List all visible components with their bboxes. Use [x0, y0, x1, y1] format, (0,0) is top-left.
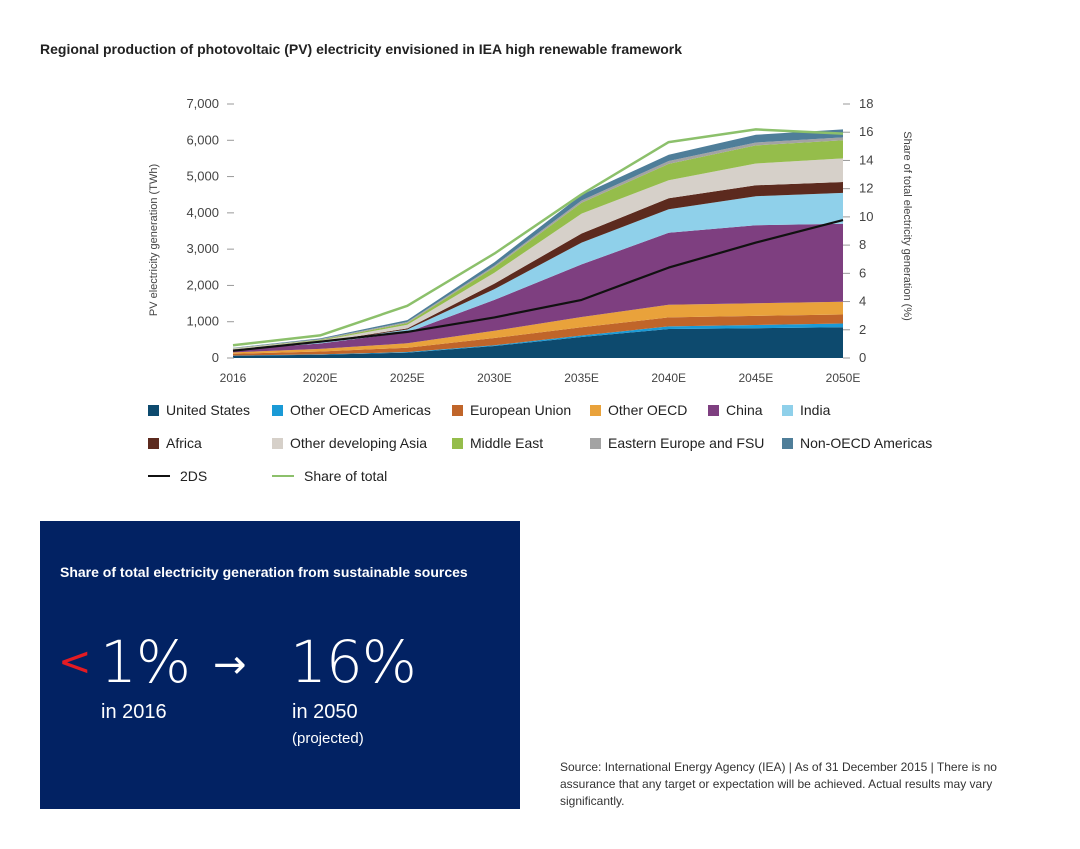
legend-label: Non-OECD Americas: [800, 435, 933, 451]
legend-label: Other OECD: [608, 402, 688, 418]
legend-label: India: [800, 402, 831, 418]
legend-line-marker: [148, 475, 170, 477]
area-other-oecd: [233, 301, 843, 354]
y-axis-title: PV electricity generation (TWh): [148, 164, 160, 316]
y2-axis-title: Share of total electricity generation (%…: [901, 131, 913, 321]
x-tick-label: 2020E: [303, 371, 338, 385]
pv-stacked-area-chart: 0 1,000 2,000 3,000 4,000 5,000 6,000 7,000 0 2 4 6…: [148, 96, 913, 385]
less-than-symbol: <: [58, 639, 92, 685]
right-tick-label: 2: [859, 322, 866, 337]
legend-item-united-states: United States: [148, 402, 250, 418]
to-year-label: in 2050: [292, 701, 358, 723]
legend-color-swatch: [148, 437, 159, 449]
legend-item-2ds: 2DS: [148, 468, 207, 484]
legend-label: European Union: [470, 402, 572, 418]
right-tick-label: 6: [859, 265, 866, 280]
share-infobox: Share of total electricity generation fr…: [40, 521, 520, 809]
legend-color-swatch: [452, 404, 463, 416]
area-africa: [233, 182, 843, 350]
legend-color-swatch: [782, 404, 793, 416]
legend-color-swatch: [590, 404, 601, 416]
legend-label: China: [726, 402, 763, 418]
area-middle-east: [233, 140, 843, 349]
left-tick-label: 0: [212, 350, 219, 365]
legend-color-swatch: [782, 437, 793, 449]
line-share-of-total: [232, 128, 844, 347]
right-tick-label: 18: [859, 96, 873, 111]
area-other-oecd-americas: [233, 323, 843, 356]
legend-label: United States: [166, 402, 251, 418]
projected-label: (projected): [292, 730, 364, 747]
area-united-states: [233, 327, 843, 358]
legend-item-other-oecd: Other OECD: [590, 402, 687, 418]
area-layers: [233, 129, 843, 358]
x-tick-label: 2035E: [564, 371, 599, 385]
to-value: 16%: [290, 628, 417, 696]
area-india: [233, 192, 843, 350]
left-tick-label: 5,000: [186, 169, 219, 184]
right-tick-label: 14: [859, 152, 873, 167]
left-tick-label: 2,000: [186, 277, 219, 292]
legend-label: Share of total: [304, 468, 388, 484]
left-tick-label: 4,000: [186, 205, 219, 220]
legend-item-india: India: [782, 402, 830, 418]
from-year-label: in 2016: [101, 701, 167, 723]
left-tick-label: 6,000: [186, 132, 219, 147]
x-tick-label: 2050E: [826, 371, 861, 385]
legend-item-eastern-europe-and-fsu: Eastern Europe and FSU: [590, 435, 764, 451]
source-note: Source: International Energy Agency (IEA…: [560, 760, 997, 808]
axes: 0 1,000 2,000 3,000 4,000 5,000 6,000 7,000 0 2 4 6…: [148, 96, 913, 385]
legend-item-european-union: European Union: [452, 402, 571, 418]
right-tick-label: 4: [859, 294, 866, 309]
legend-color-swatch: [708, 404, 719, 416]
right-tick-label: 0: [859, 350, 866, 365]
from-value: 1%: [100, 628, 191, 696]
infobox-title: Share of total electricity generation fr…: [60, 564, 468, 580]
legend-color-swatch: [452, 437, 463, 449]
x-tick-label: 2040E: [651, 371, 686, 385]
x-tick-label: 2045E: [739, 371, 774, 385]
legend-line-marker: [272, 475, 294, 477]
line-2ds: [232, 219, 844, 352]
line-layers: [232, 128, 844, 352]
legend-color-swatch: [148, 404, 159, 416]
left-tick-label: 1,000: [186, 314, 219, 329]
area-other-developing-asia: [233, 158, 843, 350]
area-european-union: [233, 314, 843, 356]
legend-label: Other OECD Americas: [290, 402, 431, 418]
legend-label: Africa: [166, 435, 202, 451]
right-tick-label: 10: [859, 209, 873, 224]
legend-item-china: China: [708, 402, 763, 418]
legend-color-swatch: [272, 404, 283, 416]
right-tick-label: 16: [859, 124, 873, 139]
legend-label: Middle East: [470, 435, 544, 451]
x-tick-label: 2030E: [477, 371, 512, 385]
chart-title: Regional production of photovoltaic (PV)…: [40, 41, 683, 57]
legend-item-africa: Africa: [148, 435, 202, 451]
legend-label: Eastern Europe and FSU: [608, 435, 765, 451]
area-china: [233, 223, 843, 353]
legend-item-other-developing-asia: Other developing Asia: [272, 435, 427, 451]
legend-item-share-of-total: Share of total: [272, 468, 387, 484]
right-tick-label: 12: [859, 181, 873, 196]
x-tick-label: 2025E: [390, 371, 425, 385]
legend-label: 2DS: [180, 468, 208, 484]
legend-color-swatch: [590, 437, 601, 449]
right-arrow-icon: →: [213, 642, 247, 688]
right-tick-label: 8: [859, 237, 866, 252]
legend-label: Other developing Asia: [290, 435, 427, 451]
legend-item-other-oecd-americas: Other OECD Americas: [272, 402, 431, 418]
x-tick-label: 2016: [220, 371, 247, 385]
legend-item-non-oecd-americas: Non-OECD Americas: [782, 435, 932, 451]
legend-color-swatch: [272, 437, 283, 449]
left-tick-label: 7,000: [186, 96, 219, 111]
legend-item-middle-east: Middle East: [452, 435, 543, 451]
left-tick-label: 3,000: [186, 241, 219, 256]
